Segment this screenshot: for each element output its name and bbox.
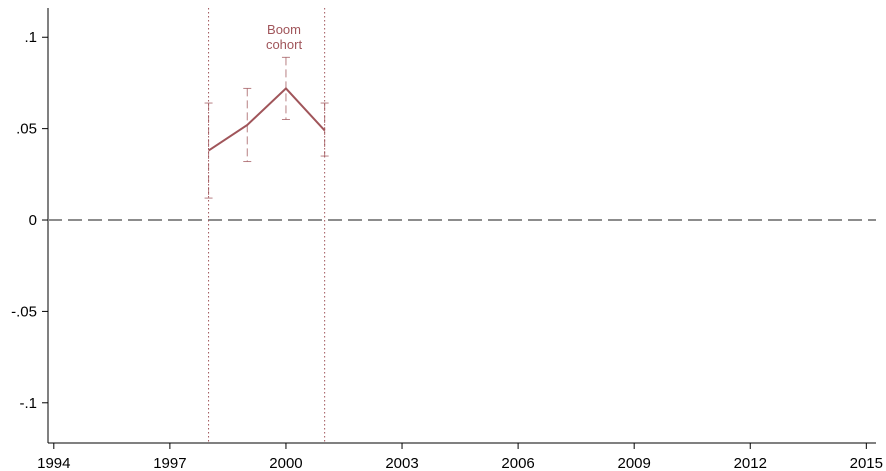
- x-tick-label: 1994: [37, 455, 70, 471]
- x-tick-label: 2006: [501, 455, 534, 471]
- x-tick-label: 2003: [385, 455, 418, 471]
- y-tick-label: -.1: [19, 395, 37, 412]
- plot-area: .1 .05 0 -.05 -.1 1994 1997 2000 2003 2006 2009 201…: [11, 8, 883, 471]
- y-tick-label: 0: [29, 212, 37, 229]
- x-tick-label: 2015: [850, 455, 883, 471]
- series-line: [208, 86, 326, 152]
- annotation-label: cohort: [266, 37, 303, 52]
- x-tick-label: 2012: [734, 455, 767, 471]
- x-tick-label: 2000: [269, 455, 302, 471]
- x-tick-label: 2009: [617, 455, 650, 471]
- y-tick-label: .1: [24, 29, 37, 46]
- x-tick-label: 1997: [153, 455, 186, 471]
- y-tick-label: .05: [16, 121, 37, 138]
- y-tick-label: -.05: [11, 303, 37, 320]
- annotation-label: Boom: [267, 22, 301, 37]
